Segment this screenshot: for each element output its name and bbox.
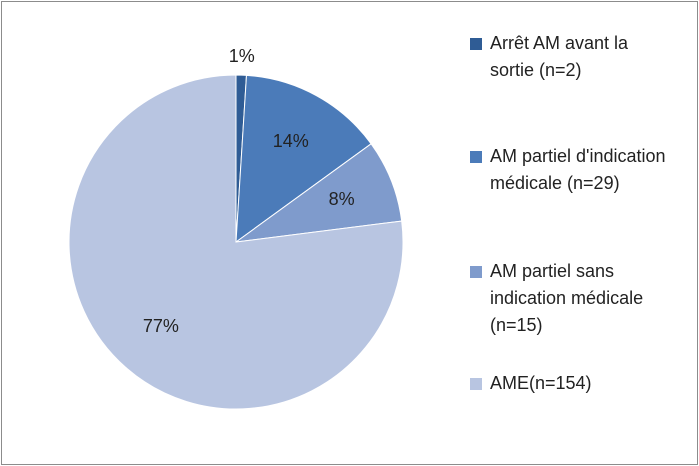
- data-label: 77%: [143, 316, 179, 336]
- legend-swatch: [470, 378, 482, 390]
- pie-slice: [235, 74, 372, 244]
- legend-swatch: [470, 38, 482, 50]
- data-label: 1%: [229, 46, 255, 66]
- legend-entry: Arrêt AM avant la sortie (n=2): [470, 30, 682, 84]
- legend-label: Arrêt AM avant la sortie (n=2): [490, 33, 629, 80]
- legend-entry: AME(n=154): [470, 370, 682, 397]
- legend-swatch: [470, 266, 482, 278]
- legend-swatch: [470, 151, 482, 163]
- data-label: 14%: [273, 131, 309, 151]
- data-label: 8%: [329, 189, 355, 209]
- legend-label: AME(n=154): [490, 373, 592, 393]
- legend-label: AM partiel d'indication médicale (n=29): [490, 146, 666, 193]
- legend-entry: AM partiel sans indication médicale (n=1…: [470, 258, 682, 339]
- legend-label: AM partiel sans indication médicale (n=1…: [490, 261, 644, 335]
- pie-slice: [68, 74, 404, 410]
- legend-entry: AM partiel d'indication médicale (n=29): [470, 143, 682, 197]
